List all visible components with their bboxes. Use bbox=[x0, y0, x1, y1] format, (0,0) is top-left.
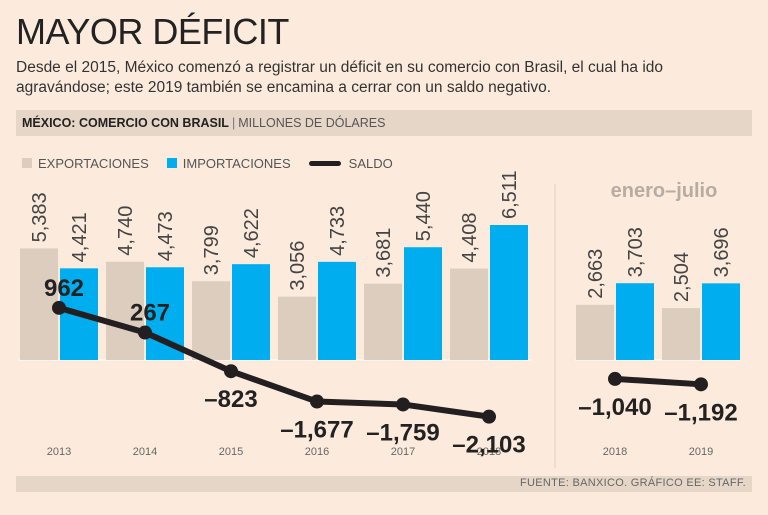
saldo-line bbox=[56, 304, 492, 420]
data-label-saldo: –823 bbox=[204, 386, 257, 413]
section-separator: | bbox=[231, 116, 236, 130]
bar-exports bbox=[450, 268, 488, 360]
data-label-exports: 4,408 bbox=[459, 213, 481, 263]
x-tick-label: 2015 bbox=[219, 446, 243, 458]
source-note: FUENTE: BANXICO. GRÁFICO EE: STAFF. bbox=[519, 477, 746, 489]
x-tick-label: 2018 bbox=[603, 446, 627, 458]
chart-title: MAYOR DÉFICIT bbox=[16, 11, 289, 52]
data-label-exports: 2,504 bbox=[671, 252, 693, 302]
section-header: MÉXICO: COMERCIO CON BRASIL | MILLONES DE … bbox=[16, 110, 752, 136]
section-label-bold: MÉXICO: COMERCIO CON BRASIL bbox=[22, 116, 229, 130]
legend-item-exports: EXPORTACIONES bbox=[22, 156, 149, 171]
legend-swatch-imports bbox=[166, 158, 177, 168]
data-label-saldo: –1,759 bbox=[366, 419, 439, 446]
data-label-imports: 4,622 bbox=[241, 208, 263, 258]
x-tick-label: 2014 bbox=[133, 446, 157, 458]
legend: EXPORTACIONES IMPORTACIONES SALDO bbox=[22, 154, 411, 172]
data-label-saldo: 962 bbox=[44, 275, 84, 302]
data-label-exports: 3,056 bbox=[287, 241, 309, 291]
bar-exports bbox=[576, 304, 614, 360]
saldo-point bbox=[310, 394, 324, 409]
legend-swatch-balance bbox=[308, 160, 341, 166]
data-label-imports: 4,733 bbox=[327, 206, 349, 256]
bar-exports bbox=[192, 281, 230, 360]
data-label-saldo: –1,677 bbox=[280, 417, 353, 444]
saldo-point bbox=[138, 325, 152, 340]
x-tick-label: 2017 bbox=[391, 446, 415, 458]
x-tick-label: 2018 bbox=[477, 446, 501, 458]
bar-exports bbox=[278, 296, 316, 360]
bar-imports bbox=[318, 261, 356, 360]
data-label-exports: 2,663 bbox=[585, 249, 607, 299]
data-label-exports: 3,799 bbox=[201, 225, 223, 275]
data-label-imports: 4,421 bbox=[69, 212, 91, 262]
data-label-exports: 4,740 bbox=[115, 206, 137, 256]
data-label-exports: 3,681 bbox=[373, 228, 395, 278]
data-label-saldo: –1,040 bbox=[578, 394, 651, 421]
saldo-point bbox=[694, 377, 708, 392]
bar-exports bbox=[106, 261, 144, 360]
x-tick-label: 2019 bbox=[689, 446, 713, 458]
x-tick-label: 2013 bbox=[47, 446, 71, 458]
data-label-saldo: 267 bbox=[130, 300, 170, 327]
data-label-imports: 3,696 bbox=[711, 227, 733, 277]
legend-label-exports: EXPORTACIONES bbox=[38, 155, 149, 171]
data-label-saldo: –2,103 bbox=[452, 432, 525, 459]
saldo-line bbox=[612, 375, 704, 388]
saldo-point bbox=[396, 397, 410, 412]
section-units: MILLONES DE DÓLARES bbox=[238, 116, 386, 130]
data-label-imports: 6,511 bbox=[499, 170, 521, 219]
data-label-imports: 4,473 bbox=[155, 211, 177, 261]
legend-swatch-exports bbox=[22, 158, 32, 168]
bar-imports bbox=[404, 247, 442, 360]
legend-item-balance: SALDO bbox=[308, 155, 393, 171]
footer: FUENTE: BANXICO. GRÁFICO EE: STAFF. bbox=[16, 476, 752, 492]
data-label-imports: 5,440 bbox=[413, 191, 435, 241]
legend-label-imports: IMPORTACIONES bbox=[182, 155, 291, 171]
bar-imports bbox=[616, 283, 654, 360]
legend-label-balance: SALDO bbox=[348, 155, 393, 171]
saldo-point bbox=[52, 300, 66, 315]
panel-title-ytd: enero–julio bbox=[611, 180, 718, 202]
bar-exports bbox=[364, 283, 402, 360]
chart-subtitle: Desde el 2015, México comenzó a registra… bbox=[16, 59, 664, 96]
saldo-point bbox=[608, 371, 622, 386]
bar-exports bbox=[662, 308, 700, 360]
legend-item-imports: IMPORTACIONES bbox=[166, 155, 291, 171]
bar-exports bbox=[20, 248, 58, 360]
bar-imports bbox=[232, 264, 270, 360]
data-label-imports: 3,703 bbox=[625, 227, 647, 277]
bar-imports bbox=[490, 225, 528, 360]
x-tick-label: 2016 bbox=[305, 446, 329, 458]
saldo-point bbox=[482, 409, 496, 424]
data-label-exports: 5,383 bbox=[29, 192, 51, 242]
bar-imports bbox=[702, 283, 740, 360]
saldo-point bbox=[224, 364, 238, 379]
section-label: MÉXICO: COMERCIO CON BRASIL | MILLONES DE … bbox=[22, 116, 385, 130]
data-label-saldo: –1,192 bbox=[664, 399, 737, 426]
